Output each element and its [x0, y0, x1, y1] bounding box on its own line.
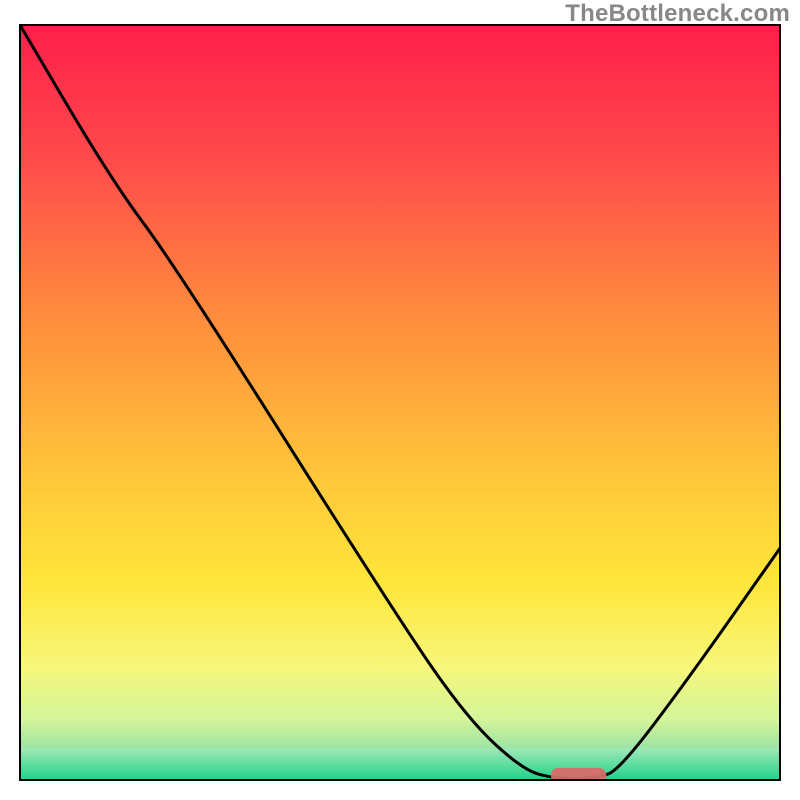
watermark-text: TheBottleneck.com: [565, 0, 790, 28]
gradient-background: [20, 25, 780, 780]
bottleneck-chart: [0, 0, 800, 800]
chart-stage: TheBottleneck.com: [0, 0, 800, 800]
plot-area: [20, 25, 780, 783]
green-band: [20, 748, 780, 780]
